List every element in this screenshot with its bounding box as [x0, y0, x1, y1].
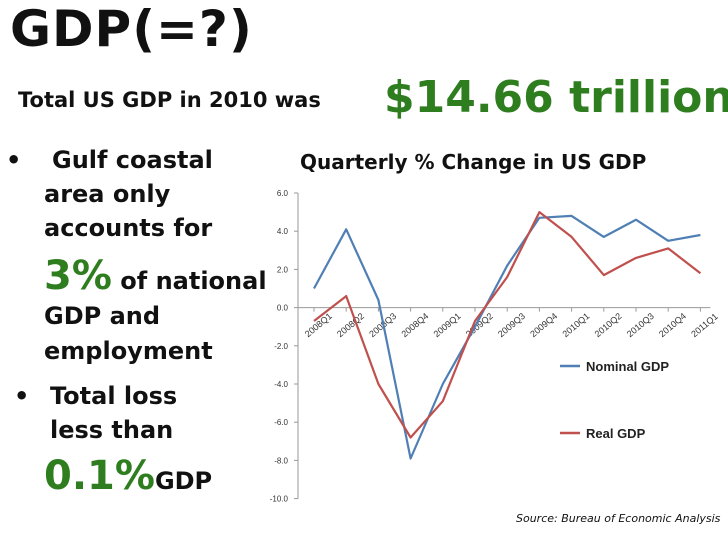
- legend-label-nominal-gdp: Nominal GDP: [586, 359, 669, 374]
- y-tick-label: 2.0: [277, 265, 289, 274]
- x-tick-label: 2009Q4: [528, 311, 559, 339]
- x-tick-label: 2010Q4: [657, 311, 688, 339]
- bullet-1-percent: 3%: [44, 253, 112, 299]
- bullet-marker-1: •: [6, 146, 22, 174]
- bullet-2-percent: 0.1%: [44, 453, 155, 499]
- y-tick-label: -8.0: [274, 456, 288, 465]
- bullet-marker-2: •: [14, 382, 30, 410]
- bullet-2-line-1: Total loss: [50, 382, 178, 410]
- y-tick-label: 0.0: [277, 304, 289, 313]
- bullet-1-line-4: 3% of national: [44, 252, 267, 305]
- y-tick-label: -10.0: [270, 495, 289, 504]
- bullet-2-line-3-rest: GDP: [154, 467, 213, 495]
- bullet-1-line-6: employment: [44, 337, 213, 365]
- source-note: Source: Bureau of Economic Analysis: [516, 512, 721, 525]
- x-tick-label: 2010Q2: [593, 311, 624, 339]
- x-tick-label: 2009Q1: [432, 311, 463, 339]
- gdp-value: $14.66 trillion: [384, 72, 728, 123]
- y-tick-label: -6.0: [274, 418, 288, 427]
- y-tick-label: 4.0: [277, 227, 289, 236]
- x-tick-label: 2010Q3: [625, 311, 656, 339]
- x-tick-label: 2008Q1: [303, 311, 334, 339]
- page-title: GDP(=?): [10, 0, 253, 58]
- bullet-2-line-2: less than: [50, 416, 174, 444]
- bullet-1-line-3: accounts for: [44, 214, 213, 242]
- x-tick-label: 2011Q1: [689, 311, 719, 339]
- series-line-nominal-gdp: [313, 214, 701, 460]
- x-tick-label: 2010Q1: [560, 311, 591, 339]
- y-tick-label: 6.0: [277, 189, 289, 198]
- x-tick-label: 2008Q4: [399, 311, 430, 339]
- x-tick-label: 2009Q3: [496, 311, 527, 339]
- y-tick-label: -2.0: [274, 342, 288, 351]
- subtitle: Total US GDP in 2010 was: [18, 88, 321, 112]
- bullet-2-line-3: 0.1%GDP: [44, 450, 212, 507]
- series-line-real-gdp: [313, 211, 702, 439]
- bullet-1-line-2: area only: [44, 180, 171, 208]
- bullet-1-line-4-rest: of national: [111, 267, 267, 295]
- legend-label-real-gdp: Real GDP: [586, 426, 646, 441]
- bullet-1-line-1: Gulf coastal: [52, 146, 213, 174]
- bullet-1-line-5: GDP and: [44, 302, 161, 330]
- chart-title: Quarterly % Change in US GDP: [300, 150, 647, 174]
- y-tick-label: -4.0: [274, 380, 288, 389]
